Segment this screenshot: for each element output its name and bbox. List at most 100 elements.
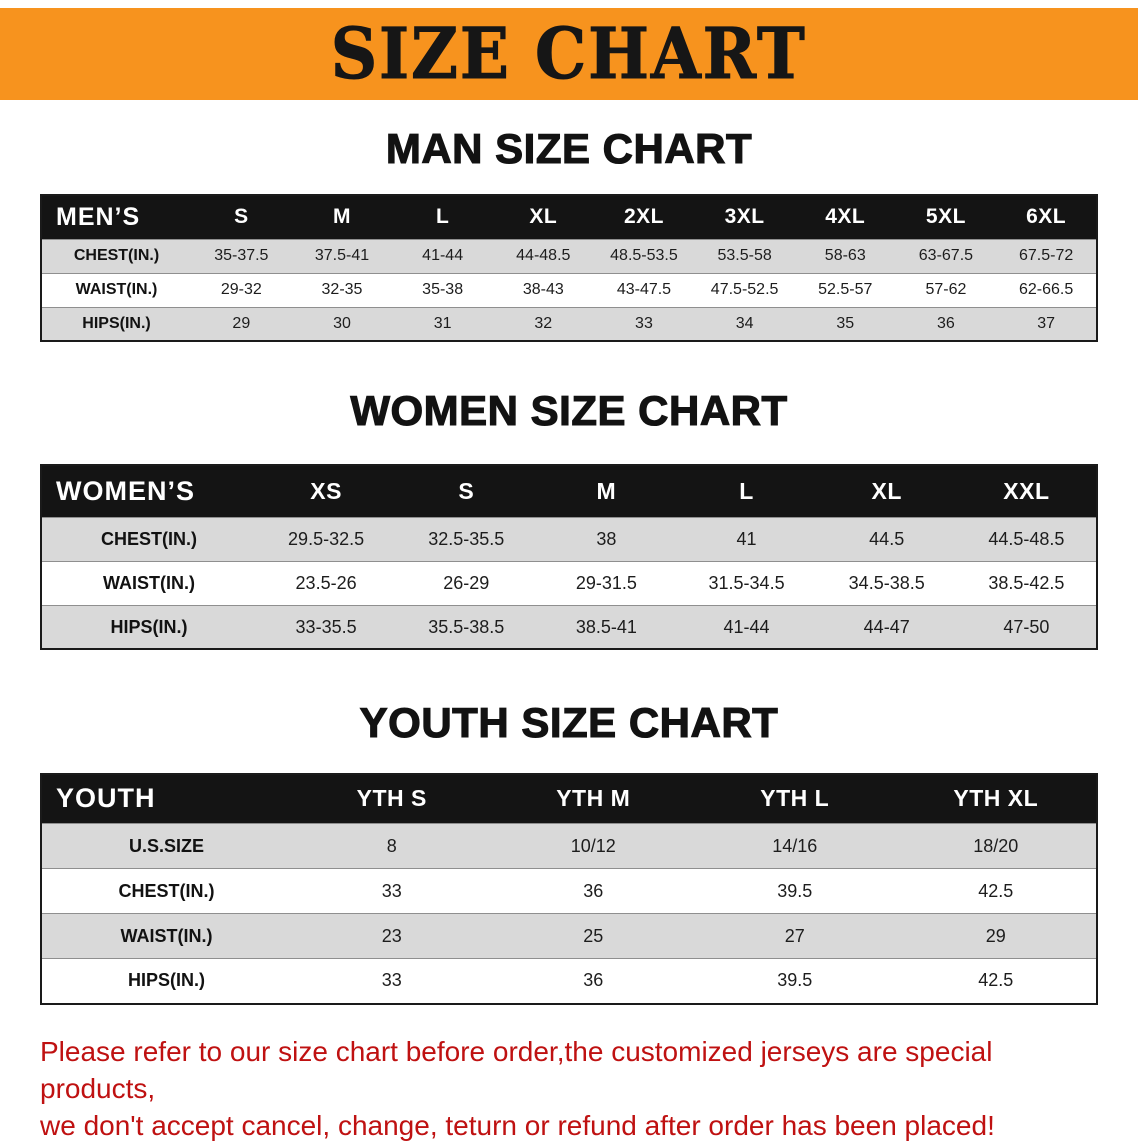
row-label: HIPS(IN.)	[127, 970, 205, 991]
size-value-cell: 39.5	[777, 880, 813, 901]
size-value-cell: 36	[583, 880, 604, 901]
size-column-header: XXL	[956, 465, 1097, 518]
size-value-cell: 32.5-35.5	[428, 528, 505, 549]
disclaimer-line-2: we don't accept cancel, change, teturn o…	[40, 1110, 995, 1142]
size-value-cell: 38-43	[522, 281, 564, 299]
measurement-row: HIPS(IN.) 33 36 39.5 42.5	[41, 958, 1097, 1004]
size-value-cell: 10/12	[570, 835, 616, 856]
size-value-cell: 33-35.5	[295, 616, 357, 637]
women-size-table: WOMEN’S XS S M L XL XXL CHEST(IN.) 29.5-32.5 32.5…	[40, 464, 1098, 651]
size-value-cell: 32	[534, 314, 553, 332]
size-column-header: 5XL	[895, 195, 997, 240]
measurement-row: WAIST(IN.) 23 25 27 29	[41, 913, 1097, 959]
banner-title: SIZE CHART	[331, 12, 807, 95]
table-title-cell: WOMEN’S	[41, 465, 256, 518]
size-column-header: YTH L	[694, 773, 896, 824]
size-value-cell: 44-47	[863, 616, 910, 637]
size-value-cell: 34.5-38.5	[848, 572, 925, 593]
men-size-table: MEN’S S M L XL 2XL 3XL 4XL 5XL 6XL CHEST(IN.) 35-37…	[40, 194, 1098, 343]
size-value-cell: 63-67.5	[918, 247, 974, 265]
size-value-cell: 44.5-48.5	[988, 528, 1065, 549]
size-value-cell: 29	[232, 314, 251, 332]
size-column-header: YTH M	[492, 773, 694, 824]
size-value-cell: 67.5-72	[1018, 247, 1074, 265]
row-label: WAIST(IN.)	[75, 281, 158, 299]
size-value-cell: 47.5-52.5	[710, 281, 779, 299]
measurement-row: CHEST(IN.) 35-37.5 37.5-41 41-44 44-48.5 48.5…	[41, 239, 1097, 274]
size-value-cell: 30	[333, 314, 351, 332]
size-column-header: L	[676, 465, 817, 518]
size-value-cell: 62-66.5	[1018, 281, 1074, 299]
size-value-cell: 53.5-58	[717, 247, 772, 265]
measurement-row: HIPS(IN.) 29 30 31 32 33 34 35 36 37	[41, 307, 1097, 342]
youth-size-table: YOUTH YTH S YTH M YTH L YTH XL U.S.SIZE 8 10/12…	[40, 772, 1098, 1005]
size-value-cell: 26-29	[443, 572, 490, 593]
table-header-row: YOUTH YTH S YTH M YTH L YTH XL	[41, 773, 1097, 824]
table-title-cell: MEN’S	[41, 195, 191, 240]
size-value-cell: 43-47.5	[616, 281, 672, 299]
row-label: CHEST(IN.)	[101, 528, 197, 549]
men-size-chart-heading: MAN SIZE CHART	[385, 125, 753, 172]
measurement-row: CHEST(IN.) 29.5-32.5 32.5-35.5 38 41 44.5 44.5…	[41, 517, 1097, 562]
row-label: HIPS(IN.)	[82, 314, 151, 332]
size-column-header: 2XL	[593, 195, 695, 240]
men-size-section: MAN SIZE CHART MEN’S S M L XL 2XL 3XL 4XL 5XL 6XL…	[0, 125, 1138, 343]
size-value-cell: 47-50	[1003, 616, 1050, 637]
table-header-row: WOMEN’S XS S M L XL XXL	[41, 465, 1097, 518]
measurement-row: WAIST(IN.) 29-32 32-35 35-38 38-43 43-47.5 47.…	[41, 273, 1097, 308]
size-value-cell: 8	[386, 835, 397, 856]
table-title-cell: YOUTH	[41, 773, 291, 824]
measurement-row: WAIST(IN.) 23.5-26 26-29 29-31.5 31.5-34.5 34…	[41, 561, 1097, 606]
size-column-header: XL	[492, 195, 594, 240]
measurement-row: HIPS(IN.) 33-35.5 35.5-38.5 38.5-41 41-44 44-…	[41, 605, 1097, 650]
size-value-cell: 38.5-42.5	[988, 572, 1065, 593]
size-chart-content: MAN SIZE CHART MEN’S S M L XL 2XL 3XL 4XL 5XL 6XL…	[0, 125, 1138, 1005]
size-value-cell: 31.5-34.5	[708, 572, 785, 593]
size-value-cell: 23.5-26	[295, 572, 357, 593]
size-chart-banner: SIZE CHART	[0, 8, 1138, 100]
size-column-header: XL	[816, 465, 957, 518]
size-value-cell: 29-32	[220, 281, 262, 299]
measurement-row: U.S.SIZE 8 10/12 14/16 18/20	[41, 823, 1097, 869]
size-value-cell: 25	[583, 925, 604, 946]
size-value-cell: 18/20	[973, 835, 1019, 856]
size-value-cell: 31	[433, 314, 452, 332]
size-value-cell: 38	[596, 528, 617, 549]
size-value-cell: 58-63	[824, 247, 866, 265]
size-column-header: 3XL	[694, 195, 795, 240]
size-column-header: S	[396, 465, 537, 518]
size-column-header: L	[392, 195, 493, 240]
size-column-header: M	[536, 465, 677, 518]
size-value-cell: 41-44	[723, 616, 770, 637]
youth-size-section: YOUTH SIZE CHART YOUTH YTH S YTH M YTH L YTH…	[0, 699, 1138, 1005]
size-value-cell: 33	[635, 314, 653, 332]
size-value-cell: 29-31.5	[575, 572, 637, 593]
disclaimer-line-1: Please refer to our size chart before or…	[40, 1035, 993, 1104]
size-value-cell: 42.5	[978, 970, 1014, 991]
size-value-cell: 34	[735, 314, 754, 332]
size-value-cell: 37.5-41	[314, 247, 370, 265]
size-value-cell: 35.5-38.5	[428, 616, 505, 637]
size-value-cell: 41-44	[422, 247, 464, 265]
row-label: HIPS(IN.)	[110, 616, 188, 637]
size-value-cell: 52.5-57	[818, 281, 873, 299]
size-value-cell: 39.5	[777, 970, 813, 991]
size-value-cell: 32-35	[321, 281, 363, 299]
size-column-header: S	[191, 195, 292, 240]
disclaimer: Please refer to our size chart before or…	[40, 1033, 1100, 1144]
size-value-cell: 36	[583, 970, 604, 991]
size-value-cell: 35-38	[422, 281, 464, 299]
row-label: U.S.SIZE	[128, 835, 204, 856]
size-value-cell: 29.5-32.5	[288, 528, 365, 549]
row-label: CHEST(IN.)	[118, 880, 215, 901]
size-column-header: YTH S	[291, 773, 493, 824]
women-size-chart-heading: WOMEN SIZE CHART	[350, 387, 788, 435]
size-value-cell: 29	[985, 925, 1006, 946]
size-value-cell: 37	[1037, 314, 1056, 332]
size-value-cell: 33	[381, 970, 402, 991]
size-value-cell: 44.5	[869, 528, 905, 549]
row-label: WAIST(IN.)	[103, 572, 195, 593]
size-value-cell: 48.5-53.5	[610, 247, 678, 265]
size-value-cell: 38.5-41	[575, 616, 637, 637]
size-column-header: M	[291, 195, 393, 240]
